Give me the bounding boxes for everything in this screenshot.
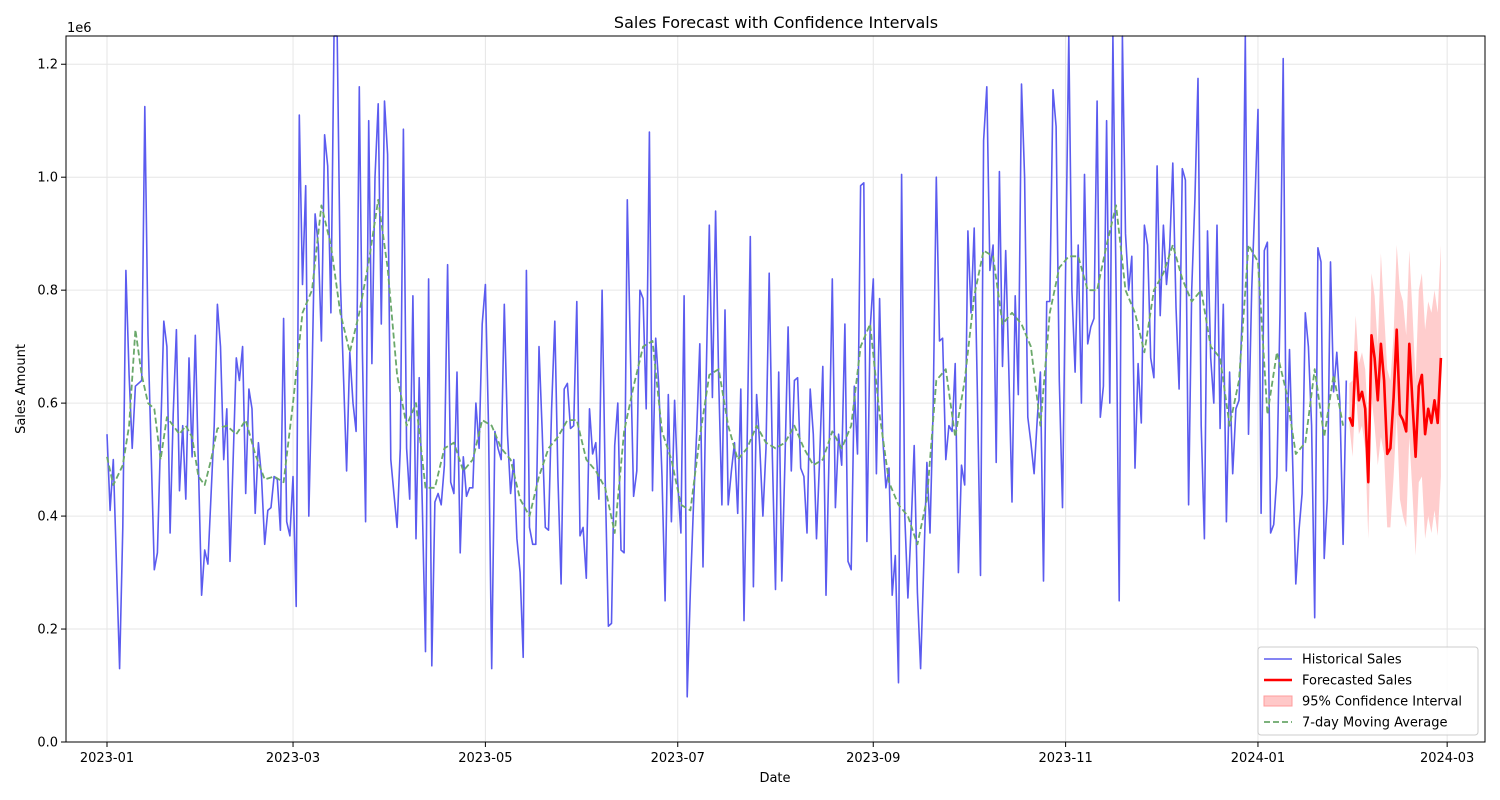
- legend-label: 7-day Moving Average: [1302, 716, 1448, 731]
- x-tick-label: 2024-03: [1420, 751, 1474, 766]
- x-tick-label: 2023-09: [846, 751, 900, 766]
- y-tick-label: 1.2: [37, 58, 58, 73]
- historical-sales-line: [106, 35, 1348, 698]
- legend-label: Historical Sales: [1302, 653, 1402, 668]
- legend-box: [1257, 646, 1479, 736]
- x-tick-label: 2023-05: [458, 751, 512, 766]
- chart-title: Sales Forecast with Confidence Intervals: [614, 13, 938, 32]
- legend: Historical Sales Forecasted Sales 95% Conf…: [1257, 646, 1479, 736]
- y-tick-label: 0.0: [37, 736, 58, 751]
- forecasted-sales-line: [1348, 328, 1443, 484]
- confidence-interval-band: [1349, 245, 1441, 556]
- legend-swatch-confidence-interval: [1263, 695, 1293, 707]
- x-tick-label: 2023-07: [651, 751, 705, 766]
- y-tick-label: 0.6: [37, 397, 58, 412]
- x-tick-label: 2023-01: [80, 751, 134, 766]
- y-axis-scale-label: 1e6: [67, 21, 92, 36]
- y-tick-label: 0.4: [37, 510, 58, 525]
- y-axis: 0.0 0.2 0.4 0.6 0.8 1.0 1.2: [37, 58, 66, 751]
- x-axis-title: Date: [759, 771, 790, 786]
- y-axis-title: Sales Amount: [14, 344, 29, 434]
- x-tick-label: 2023-03: [266, 751, 320, 766]
- y-tick-label: 1.0: [37, 171, 58, 186]
- plot-area: [106, 35, 1443, 698]
- legend-label: 95% Confidence Interval: [1302, 695, 1462, 710]
- x-axis: 2023-01 2023-03 2023-05 2023-07 2023-09 2023-…: [80, 742, 1474, 766]
- y-tick-label: 0.2: [37, 623, 58, 638]
- moving-average-line: [106, 198, 1344, 546]
- legend-label: Forecasted Sales: [1302, 674, 1412, 689]
- y-tick-label: 0.8: [37, 284, 58, 299]
- x-tick-label: 2024-01: [1231, 751, 1285, 766]
- plot-frame: [65, 35, 1486, 743]
- x-tick-label: 2023-11: [1038, 751, 1092, 766]
